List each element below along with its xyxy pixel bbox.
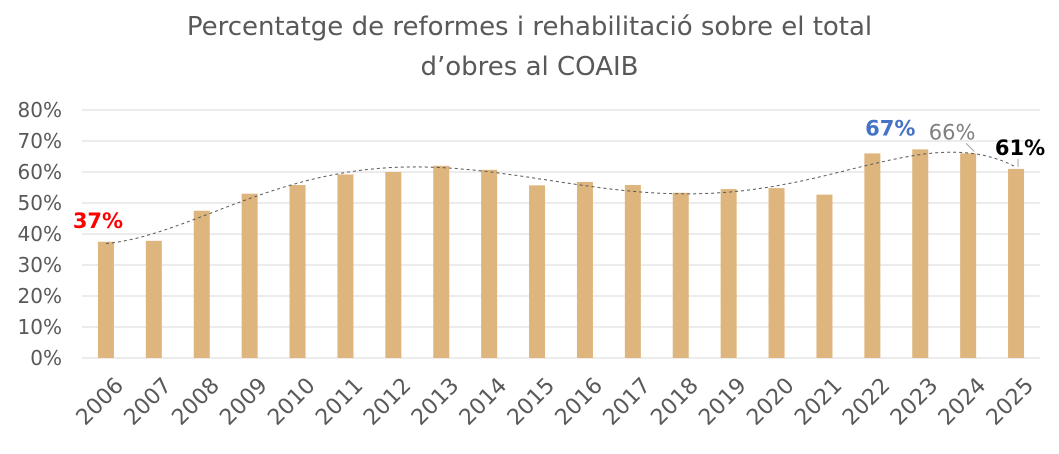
label-leader (965, 143, 975, 152)
bar (720, 189, 737, 358)
y-tick-label: 0% (30, 346, 62, 370)
y-tick-label: 10% (18, 315, 62, 339)
bar (433, 165, 450, 358)
bar (816, 194, 833, 358)
x-tick-label: 2015 (503, 373, 560, 430)
data-label: 37% (73, 209, 123, 233)
chart-title-line-1: Percentatge de reformes i rehabilitació … (186, 12, 873, 42)
x-tick-label: 2012 (359, 373, 416, 430)
x-tick-label: 2019 (694, 373, 751, 430)
x-tick-label: 2006 (72, 373, 129, 430)
y-tick-label: 50% (18, 191, 62, 215)
x-tick-label: 2007 (120, 373, 177, 430)
x-tick-label: 2018 (646, 373, 703, 430)
x-tick-label: 2022 (838, 373, 895, 430)
bar (529, 185, 546, 358)
bar (960, 153, 977, 358)
data-label: 61% (995, 136, 1045, 160)
x-tick-label: 2025 (982, 373, 1039, 430)
x-tick-label: 2024 (934, 373, 991, 430)
chart-title-line-2: d’obres al COAIB (420, 52, 639, 82)
x-tick-label: 2008 (167, 373, 224, 430)
x-tick-label: 2023 (886, 373, 943, 430)
x-tick-label: 2017 (599, 373, 656, 430)
x-tick-label: 2009 (215, 373, 272, 430)
y-tick-label: 20% (18, 284, 62, 308)
y-tick-label: 80% (18, 98, 62, 122)
bar (145, 240, 162, 358)
data-label: 66% (929, 120, 976, 144)
bar (864, 153, 881, 358)
bar (337, 174, 354, 358)
bar (97, 241, 114, 358)
y-tick-label: 70% (18, 129, 62, 153)
bar (768, 188, 785, 358)
x-tick-label: 2013 (407, 373, 464, 430)
data-label: 67% (865, 116, 915, 140)
bar (624, 185, 641, 358)
x-tick-label: 2016 (551, 373, 608, 430)
bar (912, 149, 929, 358)
x-tick-label: 2014 (455, 373, 512, 430)
x-tick-label: 2020 (742, 373, 799, 430)
bar (241, 193, 258, 358)
y-tick-label: 30% (18, 253, 62, 277)
x-tick-label: 2010 (263, 373, 320, 430)
y-tick-label: 40% (18, 222, 62, 246)
bar (481, 169, 498, 358)
bar (672, 192, 689, 358)
x-tick-label: 2021 (790, 373, 847, 430)
y-tick-label: 60% (18, 160, 62, 184)
bar (193, 210, 210, 358)
bar (385, 172, 402, 358)
bar (576, 181, 593, 358)
bar (1008, 168, 1025, 358)
x-tick-label: 2011 (311, 373, 368, 430)
bar (289, 185, 306, 358)
